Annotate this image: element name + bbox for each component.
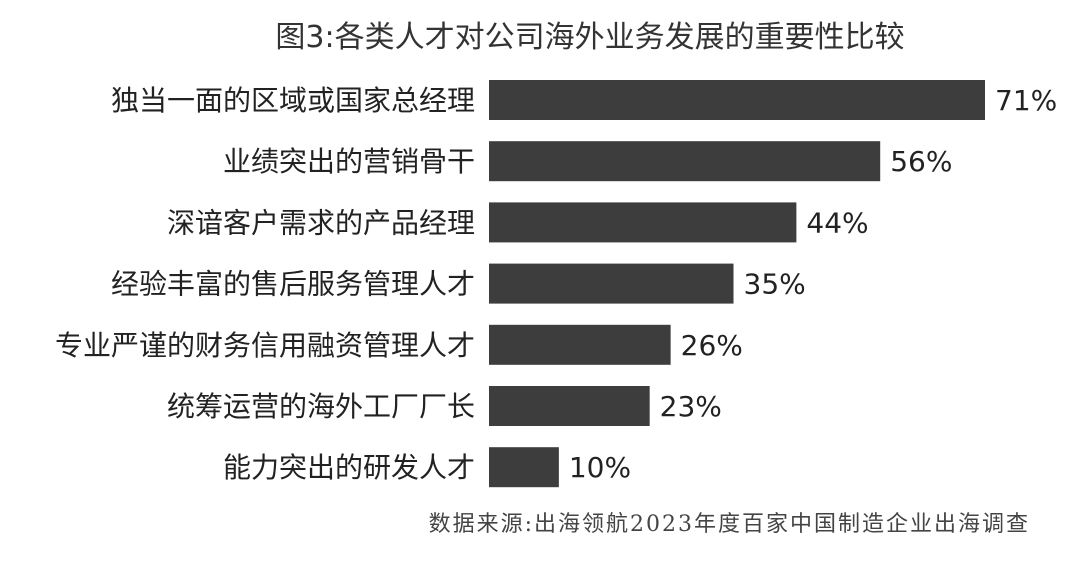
bar <box>489 447 559 488</box>
value-label: 56% <box>890 145 952 178</box>
bar <box>489 324 671 365</box>
bar <box>489 80 985 120</box>
category-label: 独当一面的区域或国家总经理 <box>111 84 475 117</box>
value-label: 23% <box>660 390 722 423</box>
chart-title: 图3:各类人才对公司海外业务发展的重要性比较 <box>275 20 904 55</box>
value-label: 35% <box>744 268 806 301</box>
category-label: 业绩突出的营销骨干 <box>223 145 475 178</box>
bar <box>489 141 881 182</box>
bars-group: 独当一面的区域或国家总经理 71% 业绩突出的营销骨干 56% 深谙客户需求的产品经理 4… <box>55 80 1057 488</box>
category-label: 专业严谨的财务信用融资管理人才 <box>55 329 475 362</box>
value-label: 44% <box>806 206 868 239</box>
source-note: 数据来源:出海领航2023年度百家中国制造企业出海调查 <box>429 512 1030 537</box>
value-label: 10% <box>569 451 631 484</box>
bar <box>489 263 734 304</box>
category-label: 经验丰富的售后服务管理人才 <box>111 268 475 301</box>
value-label: 26% <box>681 329 743 362</box>
value-label: 71% <box>995 84 1057 117</box>
bar <box>489 202 797 243</box>
category-label: 统筹运营的海外工厂厂长 <box>167 390 475 423</box>
category-label: 深谙客户需求的产品经理 <box>167 206 475 239</box>
bar <box>489 386 650 426</box>
category-label: 能力突出的研发人才 <box>223 451 475 484</box>
